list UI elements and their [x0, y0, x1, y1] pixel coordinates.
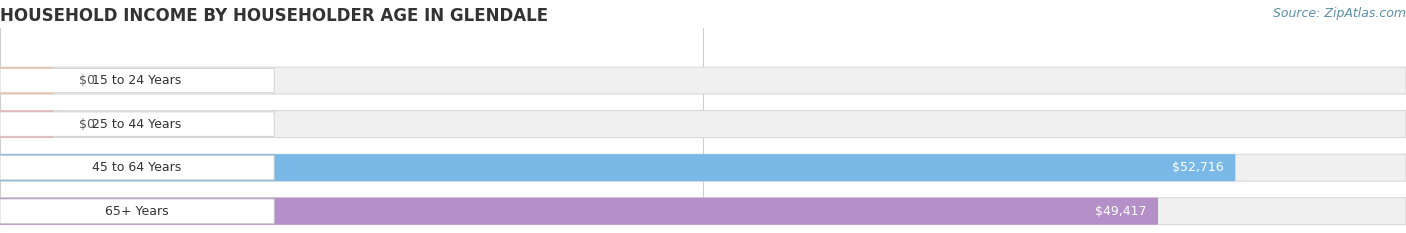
FancyBboxPatch shape [0, 112, 274, 136]
FancyBboxPatch shape [0, 155, 274, 180]
Text: 65+ Years: 65+ Years [105, 205, 169, 218]
FancyBboxPatch shape [0, 111, 53, 138]
Text: $49,417: $49,417 [1095, 205, 1147, 218]
FancyBboxPatch shape [0, 67, 1406, 94]
Text: 15 to 24 Years: 15 to 24 Years [93, 74, 181, 87]
FancyBboxPatch shape [0, 111, 1406, 138]
Text: 45 to 64 Years: 45 to 64 Years [93, 161, 181, 174]
FancyBboxPatch shape [0, 198, 1159, 225]
Text: $52,716: $52,716 [1173, 161, 1225, 174]
FancyBboxPatch shape [0, 154, 1406, 181]
FancyBboxPatch shape [0, 68, 274, 93]
Text: $0: $0 [79, 74, 94, 87]
FancyBboxPatch shape [0, 154, 1236, 181]
FancyBboxPatch shape [0, 199, 274, 223]
Text: Source: ZipAtlas.com: Source: ZipAtlas.com [1272, 7, 1406, 20]
Text: 25 to 44 Years: 25 to 44 Years [93, 118, 181, 131]
FancyBboxPatch shape [0, 198, 1406, 225]
FancyBboxPatch shape [0, 67, 53, 94]
Text: HOUSEHOLD INCOME BY HOUSEHOLDER AGE IN GLENDALE: HOUSEHOLD INCOME BY HOUSEHOLDER AGE IN G… [0, 7, 548, 24]
Text: $0: $0 [79, 118, 94, 131]
